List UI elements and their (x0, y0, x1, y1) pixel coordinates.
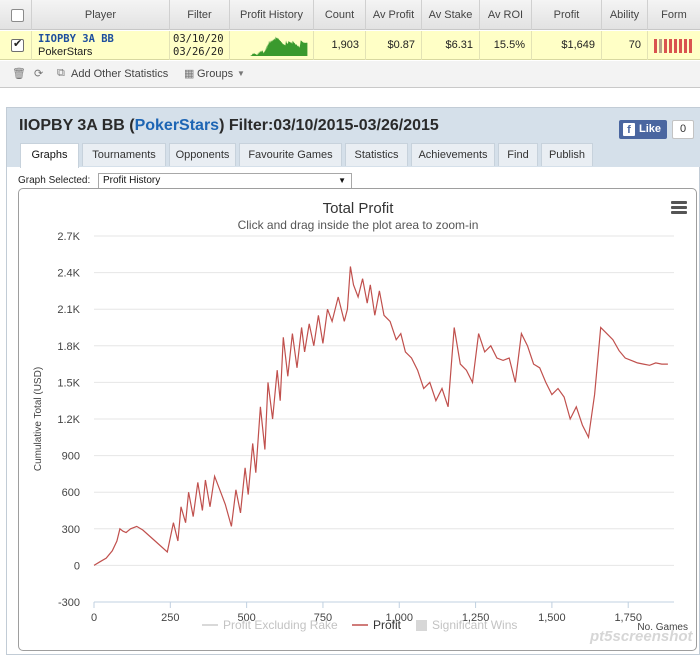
y-tick-label: 300 (62, 524, 80, 536)
page-title: IIOPBY 3A BB (PokerStars) Filter:03/10/2… (19, 117, 439, 135)
col-player[interactable]: Player (32, 0, 170, 30)
add-stats-icon: ⧉ (57, 67, 65, 79)
count-value: 1,903 (314, 31, 366, 60)
x-tick-label: 0 (91, 612, 97, 624)
y-tick-label: 600 (62, 487, 80, 499)
profit-sparkline (250, 36, 308, 56)
y-axis-label: Cumulative Total (USD) (33, 367, 44, 471)
y-tick-label: 900 (62, 451, 80, 463)
player-table: Player Filter Profit History Count Av Pr… (0, 0, 700, 88)
groups-icon: ▦ (184, 68, 195, 80)
tab-opponents[interactable]: Opponents (169, 143, 236, 166)
col-filter[interactable]: Filter (170, 0, 230, 30)
y-tick-label: 2.7K (57, 231, 80, 243)
x-tick-label: 1,000 (385, 612, 413, 624)
x-tick-label: 750 (314, 612, 332, 624)
col-profit[interactable]: Profit (532, 0, 602, 30)
player-site: PokerStars (38, 46, 93, 58)
select-all-cell (0, 0, 32, 30)
row-checkbox[interactable] (11, 37, 24, 52)
table-row[interactable]: IIOPBY 3A BB PokerStars 03/10/20 03/26/2… (0, 31, 700, 60)
chart-subtitle: Click and drag inside the plot area to z… (238, 218, 479, 232)
legend-item[interactable]: Profit (373, 618, 402, 632)
row-select-cell (0, 31, 32, 60)
av-stake-value: $6.31 (422, 31, 480, 60)
player-panel: IIOPBY 3A BB (PokerStars) Filter:03/10/2… (6, 107, 700, 655)
av-roi-value: 15.5% (480, 31, 532, 60)
chevron-down-icon: ▼ (338, 176, 346, 185)
tab-find[interactable]: Find (498, 143, 538, 166)
col-form[interactable]: Form (661, 9, 687, 21)
groups-dropdown[interactable]: Groups (197, 68, 234, 80)
col-count[interactable]: Count (314, 0, 366, 30)
legend-item[interactable]: Significant Wins (432, 618, 517, 632)
like-label: Like (639, 123, 662, 135)
x-tick-label: 250 (161, 612, 179, 624)
form-bars (654, 39, 692, 53)
facebook-icon: f (623, 123, 635, 136)
panel-header: IIOPBY 3A BB (PokerStars) Filter:03/10/2… (7, 108, 700, 168)
col-ability[interactable]: Ability (602, 0, 648, 30)
table-header: Player Filter Profit History Count Av Pr… (0, 0, 700, 30)
graph-select[interactable]: Profit History ▼ (98, 173, 352, 189)
y-tick-label: 2.4K (57, 268, 80, 280)
y-tick-label: 1.2K (57, 414, 80, 426)
x-tick-label: 500 (237, 612, 255, 624)
ability-value: 70 (602, 31, 648, 60)
chart-title: Total Profit (323, 200, 395, 217)
x-axis-label: No. Games (637, 622, 688, 633)
form-cell (648, 31, 700, 60)
y-tick-label: 1.5K (57, 377, 80, 389)
legend-item[interactable]: Profit Excluding Rake (223, 618, 338, 632)
x-tick-label: 1,250 (462, 612, 490, 624)
col-av-roi[interactable]: Av ROI (480, 0, 532, 30)
refresh-icon[interactable]: ⟳ (34, 68, 44, 80)
tab-publish[interactable]: Publish (541, 143, 593, 166)
y-tick-label: 0 (74, 560, 80, 572)
x-tick-label: 1,500 (538, 612, 566, 624)
filter-cell: 03/10/20 03/26/20 (170, 31, 230, 60)
player-name-link[interactable]: IIOPBY 3A BB (38, 33, 114, 45)
filter-end: 03/26/20 (173, 46, 224, 58)
col-av-stake[interactable]: Av Stake (422, 0, 480, 30)
chevron-down-icon[interactable]: ▼ (237, 69, 245, 78)
graph-selected-label: Graph Selected: (18, 175, 91, 186)
y-tick-label: 2.1K (57, 304, 80, 316)
title-site-link[interactable]: PokerStars (134, 117, 220, 134)
facebook-like-button[interactable]: f Like (619, 120, 667, 139)
tab-favourite-games[interactable]: Favourite Games (239, 143, 342, 166)
chart-container[interactable]: Total Profit Click and drag inside the pl… (18, 188, 697, 651)
trash-icon[interactable]: 🗑 (12, 68, 26, 80)
tab-achievements[interactable]: Achievements (411, 143, 495, 166)
filter-start: 03/10/20 (173, 33, 224, 45)
x-tick-label: 1,750 (614, 612, 642, 624)
tab-tournaments[interactable]: Tournaments (82, 143, 166, 166)
chart-menu-icon[interactable] (671, 201, 687, 215)
profit-sparkline-cell (230, 31, 314, 60)
like-count: 0 (672, 120, 694, 139)
av-profit-value: $0.87 (366, 31, 422, 60)
player-cell: IIOPBY 3A BB PokerStars (32, 31, 170, 60)
y-tick-label: -300 (58, 597, 80, 609)
legend-swatch-significant-wins (416, 620, 427, 631)
add-other-statistics-button[interactable]: Add Other Statistics (71, 68, 169, 80)
y-tick-label: 1.8K (57, 341, 80, 353)
select-all-checkbox[interactable] (11, 9, 24, 22)
title-player: IIOPBY 3A BB ( (19, 117, 135, 134)
tab-graphs[interactable]: Graphs (20, 143, 79, 168)
profit-series-line (93, 266, 668, 566)
table-toolbar: 🗑 ⟳ ⧉ Add Other Statistics ▦ Groups ▼ (0, 61, 700, 87)
profit-value: $1,649 (532, 31, 602, 60)
col-av-profit[interactable]: Av Profit (366, 0, 422, 30)
watermark-text: pt5screenshot (590, 628, 693, 645)
col-profit-history[interactable]: Profit History (230, 0, 314, 30)
tab-statistics[interactable]: Statistics (345, 143, 408, 166)
title-filter: ) Filter:03/10/2015-03/26/2015 (219, 117, 439, 134)
graph-select-value: Profit History (103, 175, 161, 186)
